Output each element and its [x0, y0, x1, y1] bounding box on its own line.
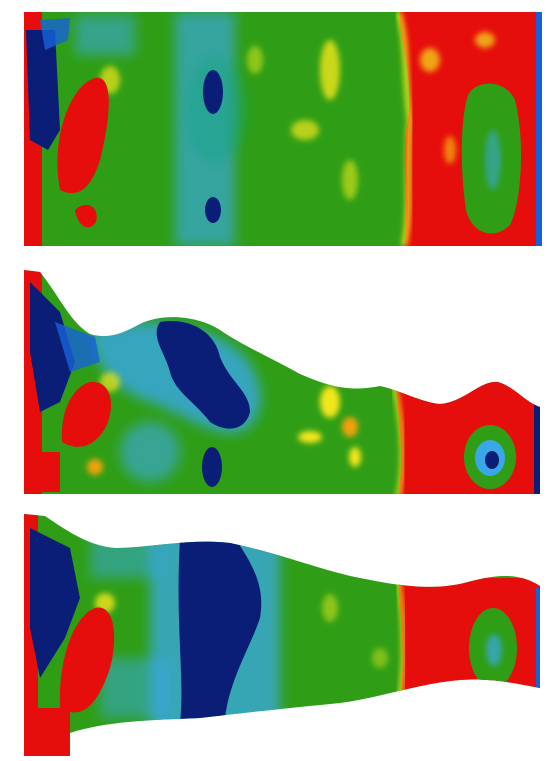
contour-map-top-panel: [24, 12, 542, 246]
top-left-dark-blue: [26, 30, 60, 150]
top-right-yellow-flecks: [420, 32, 495, 164]
bottom-right-blue-core: [486, 634, 502, 666]
middle-left-dark-blue: [30, 282, 75, 412]
middle-right-dark-core: [485, 451, 499, 469]
bottom-left-red-foot: [30, 708, 70, 756]
bottom-left-red-lobe: [59, 607, 115, 713]
middle-right-yellow-front: [392, 383, 405, 494]
top-right-edge: [536, 12, 542, 246]
middle-yellow-flecks: [87, 372, 361, 475]
top-dark-blue-spot-1: [203, 70, 223, 114]
middle-right-edge: [534, 402, 540, 494]
top-blue-streaks: [75, 12, 245, 246]
top-left-red-small: [75, 204, 97, 228]
bottom-dark-blue-band: [178, 538, 262, 723]
middle-left-red-foot: [40, 452, 60, 492]
bottom-right-edge: [536, 588, 540, 698]
top-right-blue-core: [485, 130, 501, 190]
middle-left-red-lobe: [61, 381, 111, 447]
middle-left-blue: [55, 322, 100, 372]
middle-dark-blue-spot: [202, 447, 222, 487]
top-right-yellow-front: [395, 12, 413, 246]
contour-map-bottom-panel: [24, 514, 540, 756]
middle-dark-blue-core: [156, 321, 250, 429]
top-yellow-flecks: [100, 40, 358, 200]
bottom-field: [24, 514, 540, 756]
top-left-red-lobe: [57, 77, 109, 194]
contour-map-middle-panel: [24, 270, 540, 494]
bottom-left-dark-blue: [30, 528, 80, 678]
top-dark-blue-spot-2: [205, 197, 221, 223]
top-left-blue: [40, 18, 70, 50]
bottom-right-yellow-front: [396, 579, 406, 699]
middle-field: [24, 270, 540, 494]
top-field: [24, 12, 542, 246]
